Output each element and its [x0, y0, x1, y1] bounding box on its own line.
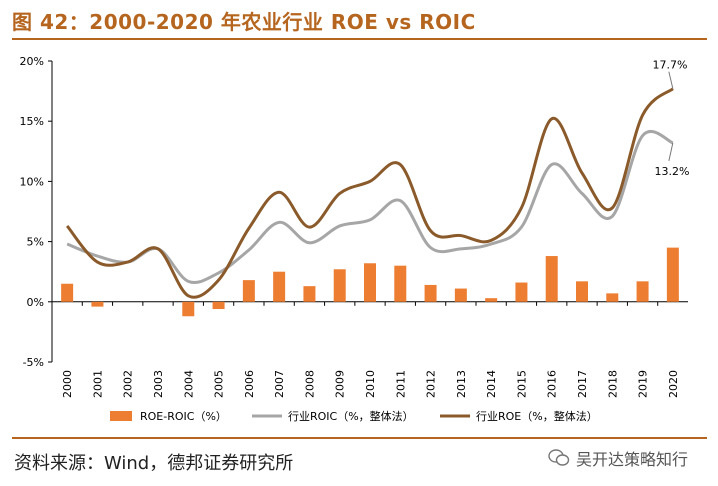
x-tick-label: 2009 — [334, 370, 347, 398]
watermark: 吴开达策略知行 — [548, 446, 688, 470]
bar-roe-roic — [91, 301, 104, 307]
bar-roe-roic — [515, 282, 528, 302]
x-tick-label: 2006 — [243, 370, 256, 398]
annotation-leader-roic — [668, 142, 674, 161]
legend-label-roe-roic: ROE-ROIC（%） — [140, 410, 227, 423]
annotation-leader-roe — [668, 71, 674, 89]
x-tick-label: 2013 — [455, 370, 468, 398]
bar-roe-roic — [424, 284, 437, 302]
x-tick-label: 2012 — [425, 370, 438, 398]
bar-roe-roic — [454, 288, 467, 302]
x-tick-label: 2015 — [515, 370, 528, 398]
y-tick-label: 20% — [20, 55, 44, 68]
bar-roe-roic — [273, 271, 286, 302]
bar-roe-roic — [212, 301, 225, 310]
legend-label-roic: 行业ROIC（%，整体法） — [288, 409, 414, 423]
x-tick-label: 2014 — [485, 370, 498, 398]
y-tick-label: 15% — [20, 115, 44, 128]
bar-roe-roic — [606, 293, 619, 302]
y-tick-label: 5% — [27, 236, 44, 249]
x-tick-label: 2001 — [91, 370, 104, 398]
annotation-roe: 17.7% — [653, 59, 688, 72]
bar-roe-roic — [333, 269, 346, 302]
bar-roe-roic — [242, 280, 255, 302]
line-industry-roic — [66, 129, 674, 284]
source-note: 资料来源：Wind，德邦证券研究所 — [14, 453, 294, 474]
x-tick-label: 2020 — [667, 370, 680, 398]
bar-roe-roic — [61, 283, 74, 302]
x-tick-label: 2018 — [606, 370, 619, 398]
x-tick-label: 2002 — [122, 370, 135, 398]
x-tick-label: 2010 — [364, 370, 377, 398]
x-tick-label: 2007 — [273, 370, 286, 398]
x-tick-label: 2003 — [152, 370, 165, 398]
wechat-icon — [548, 449, 570, 466]
x-tick-label: 2004 — [182, 370, 195, 398]
line-industry-roe — [65, 87, 674, 299]
x-tick-label: 2011 — [394, 370, 407, 398]
bar-roe-roic — [485, 298, 498, 302]
watermark-text: 吴开达策略知行 — [576, 450, 689, 469]
x-tick-label: 2019 — [637, 370, 650, 398]
x-tick-label: 2005 — [213, 370, 226, 398]
bar-roe-roic — [636, 281, 649, 302]
bar-roe-roic — [303, 286, 316, 302]
y-tick-label: 10% — [20, 175, 44, 188]
bar-roe-roic — [545, 256, 558, 302]
bar-roe-roic — [576, 281, 588, 302]
x-tick-label: 2000 — [61, 370, 74, 398]
x-tick-label: 2008 — [303, 370, 316, 398]
x-tick-label: 2017 — [576, 370, 589, 398]
chart: 20% 15% 10% 5% 0% -5% 2000 2001 2002 2003 2004 2005… — [20, 55, 690, 423]
legend-label-roe: 行业ROE（%，整体法） — [476, 409, 598, 423]
footer-rule — [12, 437, 707, 439]
y-tick-label: -5% — [23, 356, 44, 369]
y-tick-label: 0% — [27, 296, 44, 309]
bar-roe-roic — [666, 247, 679, 302]
legend-swatch-roe-roic — [110, 411, 132, 421]
x-tick-label: 2016 — [546, 370, 559, 398]
bar-roe-roic — [364, 263, 376, 302]
bar-roe-roic — [394, 265, 407, 302]
bar-roe-roic — [182, 301, 195, 317]
title-rule — [12, 38, 707, 40]
chart-title: 图 42：2000-2020 年农业行业 ROE vs ROIC — [12, 10, 476, 34]
annotation-roic: 13.2% — [655, 165, 690, 178]
